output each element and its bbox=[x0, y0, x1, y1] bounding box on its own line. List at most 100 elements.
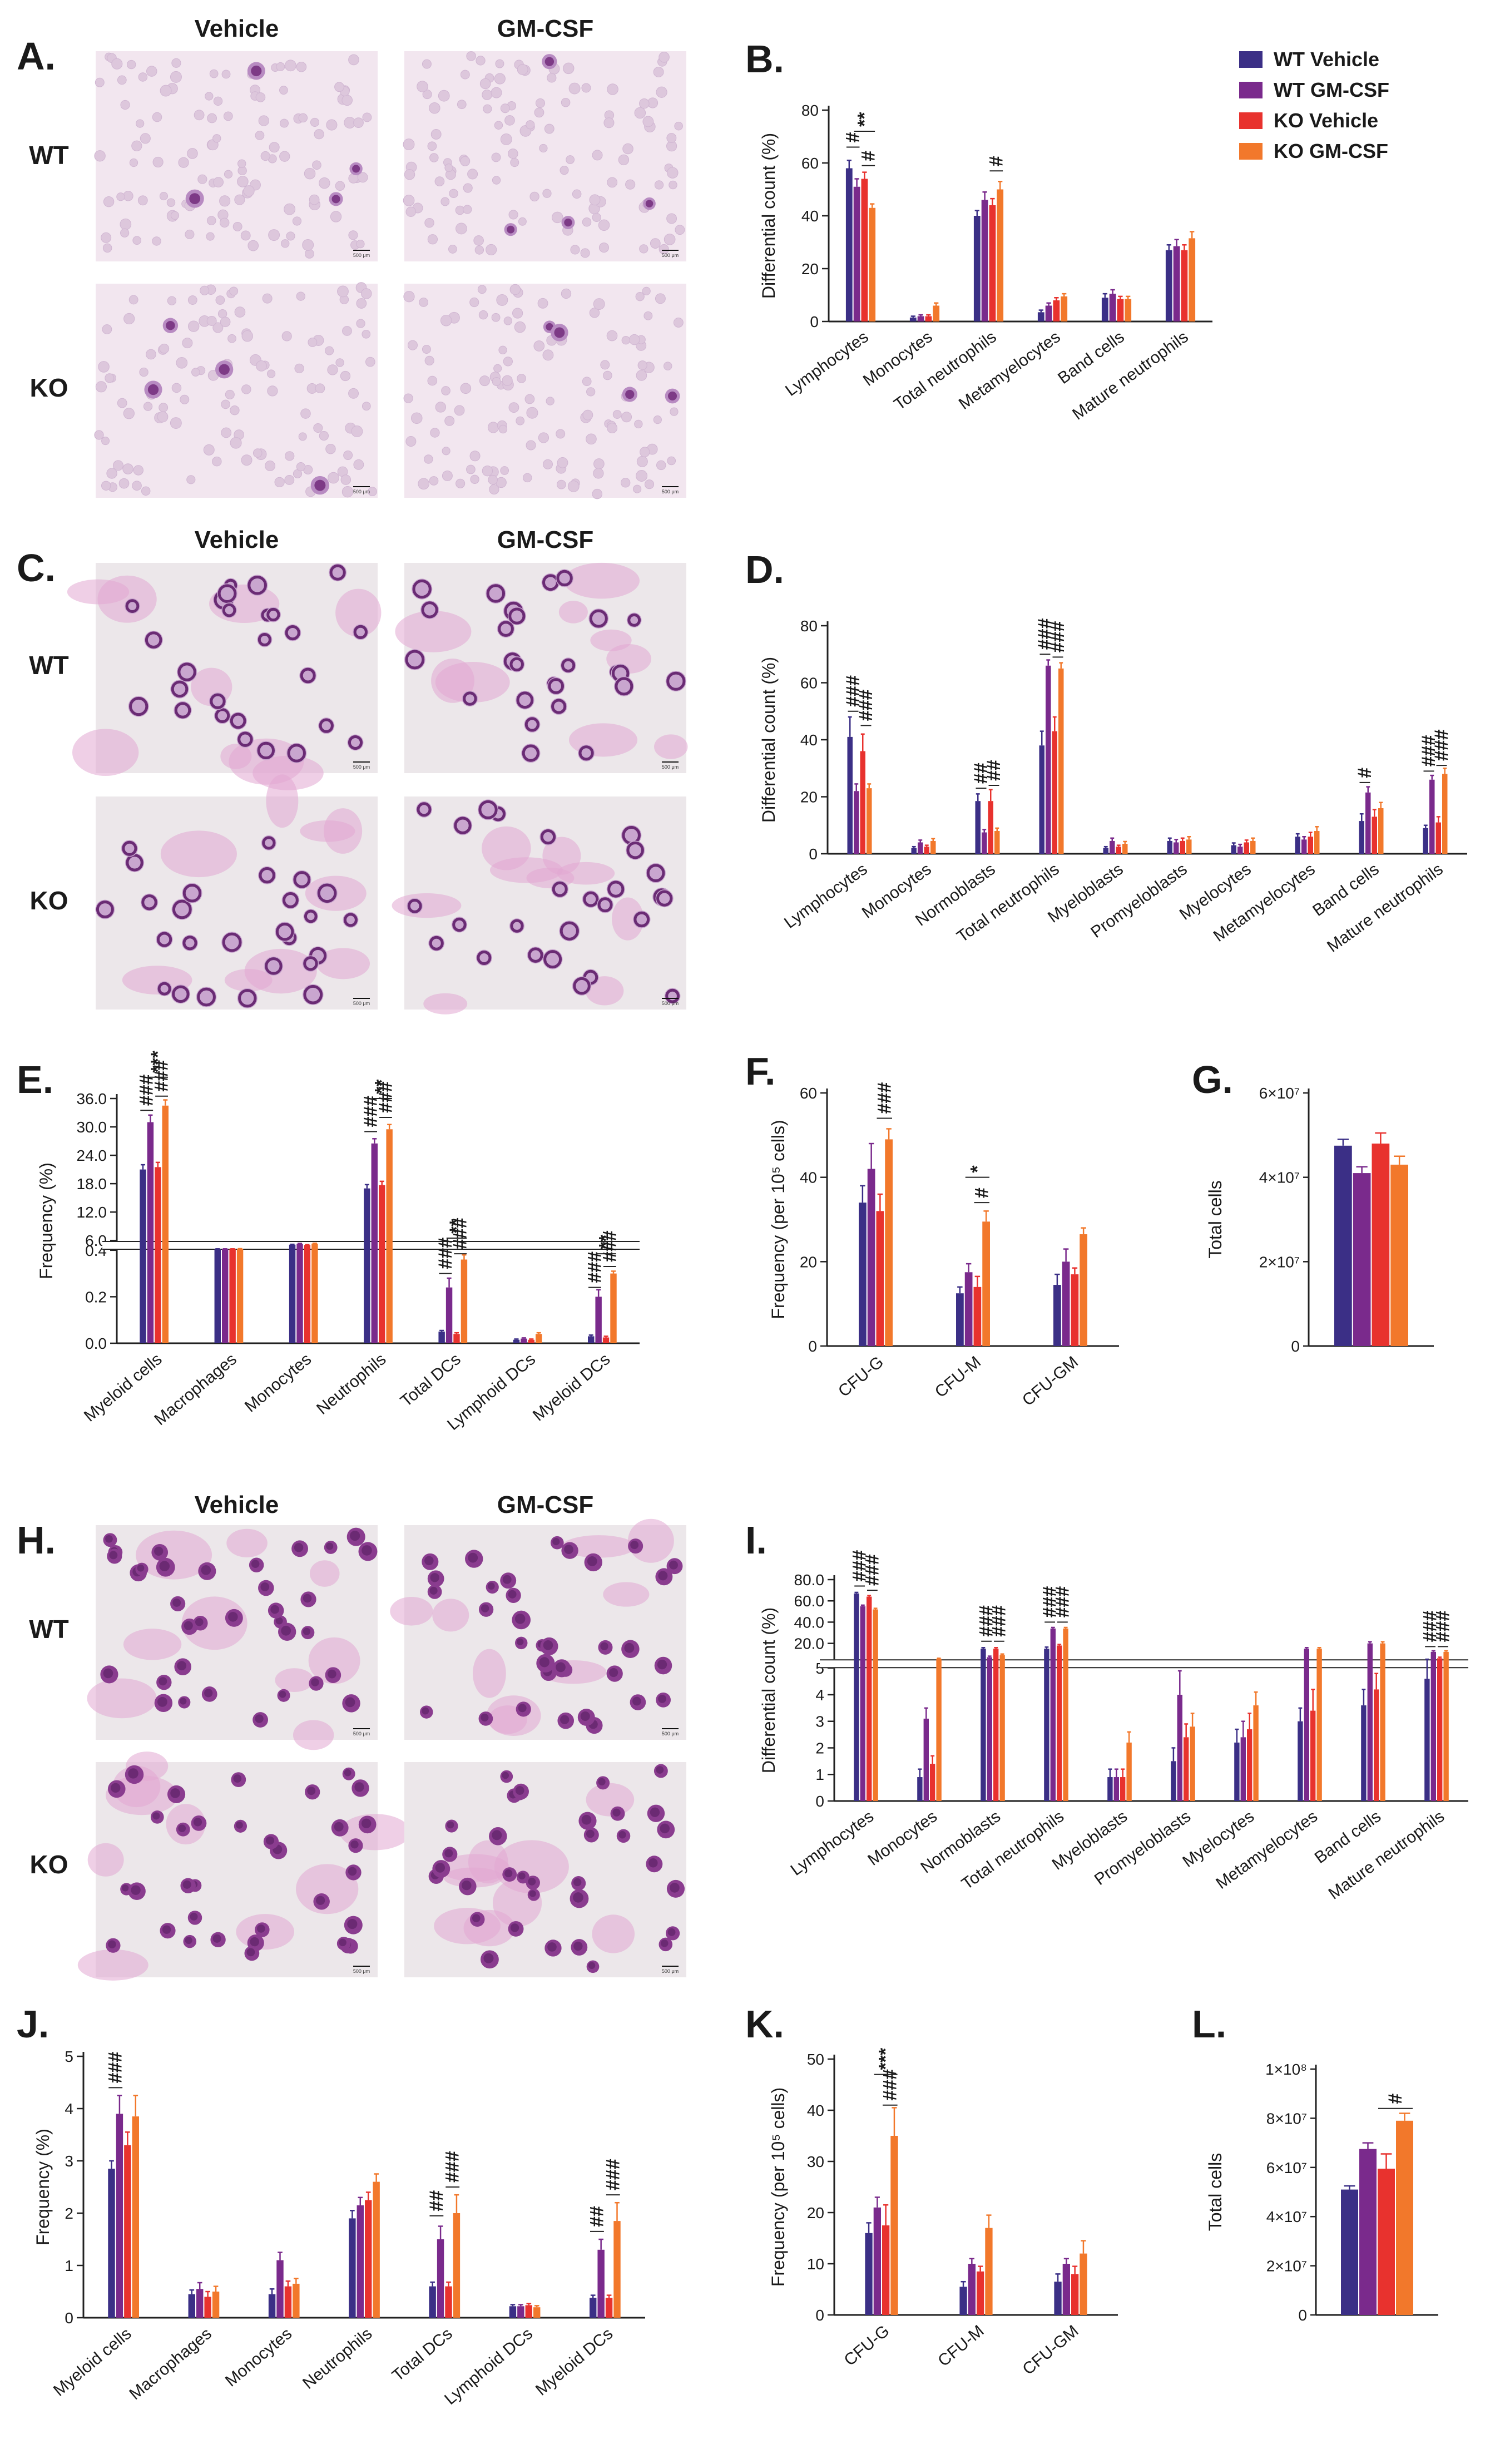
cell-nucleus bbox=[103, 1668, 113, 1679]
erythrocyte bbox=[106, 468, 117, 479]
cell-nucleus bbox=[514, 1614, 526, 1624]
y-tick-label: 18.0 bbox=[77, 1175, 107, 1193]
erythrocyte bbox=[560, 166, 569, 175]
significance-label: ### bbox=[849, 1550, 870, 1582]
bar bbox=[1353, 1173, 1371, 1346]
erythrocyte bbox=[430, 428, 440, 438]
erythrocyte bbox=[518, 217, 527, 226]
significance-label: * bbox=[967, 1165, 988, 1173]
erythrocyte bbox=[220, 316, 231, 328]
erythrocyte bbox=[659, 244, 669, 255]
erythrocyte bbox=[113, 460, 123, 471]
significance-label: ## bbox=[971, 763, 992, 784]
erythrocyte bbox=[143, 402, 153, 411]
bar bbox=[304, 1245, 311, 1343]
bar bbox=[1367, 1643, 1373, 1801]
erythrocyte bbox=[212, 134, 221, 143]
erythrocyte bbox=[203, 444, 215, 456]
cell-nucleus bbox=[348, 735, 363, 750]
bar bbox=[982, 1221, 990, 1346]
cell-nucleus bbox=[172, 899, 192, 919]
cytoplasm-blotch bbox=[316, 948, 370, 979]
y-tick-label: 0 bbox=[65, 2309, 73, 2327]
erythrocyte bbox=[103, 196, 115, 207]
cell-nucleus bbox=[250, 1937, 260, 1947]
cell-nucleus bbox=[108, 1940, 116, 1949]
significance-label: ### bbox=[879, 2069, 900, 2101]
bar bbox=[1180, 840, 1185, 854]
bar bbox=[917, 1777, 923, 1801]
cell-nucleus bbox=[222, 603, 236, 617]
erythrocyte bbox=[479, 375, 490, 387]
bar bbox=[997, 189, 1004, 321]
erythrocyte bbox=[442, 471, 453, 481]
cell-nucleus bbox=[417, 802, 432, 817]
bar bbox=[373, 2181, 380, 2318]
micrograph-image: 500 μm bbox=[94, 51, 378, 261]
cell-nucleus bbox=[304, 909, 318, 923]
cell-nucleus bbox=[283, 892, 299, 908]
erythrocyte bbox=[253, 448, 263, 458]
erythrocyte bbox=[669, 180, 677, 190]
category-label: Mature neutrophils bbox=[1325, 1807, 1448, 1903]
bar bbox=[854, 791, 859, 854]
erythrocyte bbox=[102, 324, 112, 334]
bar bbox=[1231, 845, 1236, 854]
erythrocyte bbox=[351, 425, 363, 437]
erythrocyte bbox=[327, 364, 338, 375]
micrograph-panel-C: C. Vehicle GM-CSF WT KO 500 μm 500 μm 500 μm 500… bbox=[17, 526, 688, 1015]
y-tick-label: 4×10⁷ bbox=[1259, 1169, 1300, 1186]
erythrocyte bbox=[460, 383, 472, 394]
erythrocyte bbox=[120, 100, 130, 110]
cell-nucleus bbox=[275, 1617, 283, 1625]
bar bbox=[1308, 837, 1313, 854]
significance-label: ### bbox=[136, 1074, 157, 1106]
erythrocyte bbox=[429, 476, 439, 486]
cytoplasm-blotch bbox=[562, 1535, 636, 1558]
erythrocyte bbox=[166, 198, 176, 207]
cytoplasm-blotch bbox=[229, 738, 304, 785]
y-tick-label: 80 bbox=[801, 102, 819, 119]
scale-bar-label: 500 μm bbox=[662, 1731, 679, 1736]
cytoplasm-blotch bbox=[123, 1629, 182, 1660]
erythrocyte bbox=[634, 107, 646, 119]
category-label: Mature neutrophils bbox=[1324, 860, 1446, 956]
bar bbox=[956, 1293, 964, 1346]
erythrocyte bbox=[118, 478, 130, 489]
significance-label: ** bbox=[854, 112, 875, 127]
cell-nucleus bbox=[516, 691, 534, 709]
bar bbox=[1050, 1628, 1056, 1801]
cell-nucleus bbox=[354, 1782, 364, 1792]
bar bbox=[876, 1211, 884, 1346]
erythrocyte bbox=[561, 288, 572, 299]
erythrocyte bbox=[213, 177, 224, 187]
y-tick-label: 4 bbox=[815, 1686, 824, 1704]
erythrocyte bbox=[417, 81, 428, 92]
bar bbox=[977, 2271, 984, 2315]
y-axis-label: Total cells bbox=[1205, 2153, 1225, 2232]
erythrocyte bbox=[666, 133, 677, 143]
erythrocyte bbox=[362, 112, 372, 122]
erythrocyte bbox=[330, 211, 342, 222]
bar bbox=[1061, 296, 1068, 321]
cell-nucleus bbox=[586, 1829, 595, 1838]
significance-label: ### bbox=[1432, 1611, 1453, 1642]
cell-nucleus bbox=[185, 1937, 192, 1945]
erythrocyte bbox=[268, 229, 280, 241]
bar bbox=[1372, 817, 1377, 854]
erythrocyte bbox=[592, 488, 602, 499]
erythrocyte bbox=[494, 73, 506, 85]
erythrocyte bbox=[215, 295, 225, 305]
erythrocyte bbox=[281, 331, 292, 342]
erythrocyte bbox=[286, 231, 295, 241]
cell-nucleus bbox=[478, 800, 498, 819]
micrograph-image: 500 μm bbox=[94, 282, 378, 498]
y-tick-label: 0 bbox=[1291, 1338, 1300, 1355]
erythrocyte bbox=[546, 397, 555, 405]
cell-nucleus bbox=[660, 1823, 670, 1834]
bar bbox=[357, 2205, 364, 2318]
cell-nucleus bbox=[156, 932, 172, 947]
cell-nucleus bbox=[502, 1772, 509, 1779]
erythrocyte bbox=[498, 424, 508, 434]
cell-nucleus bbox=[251, 1560, 260, 1569]
